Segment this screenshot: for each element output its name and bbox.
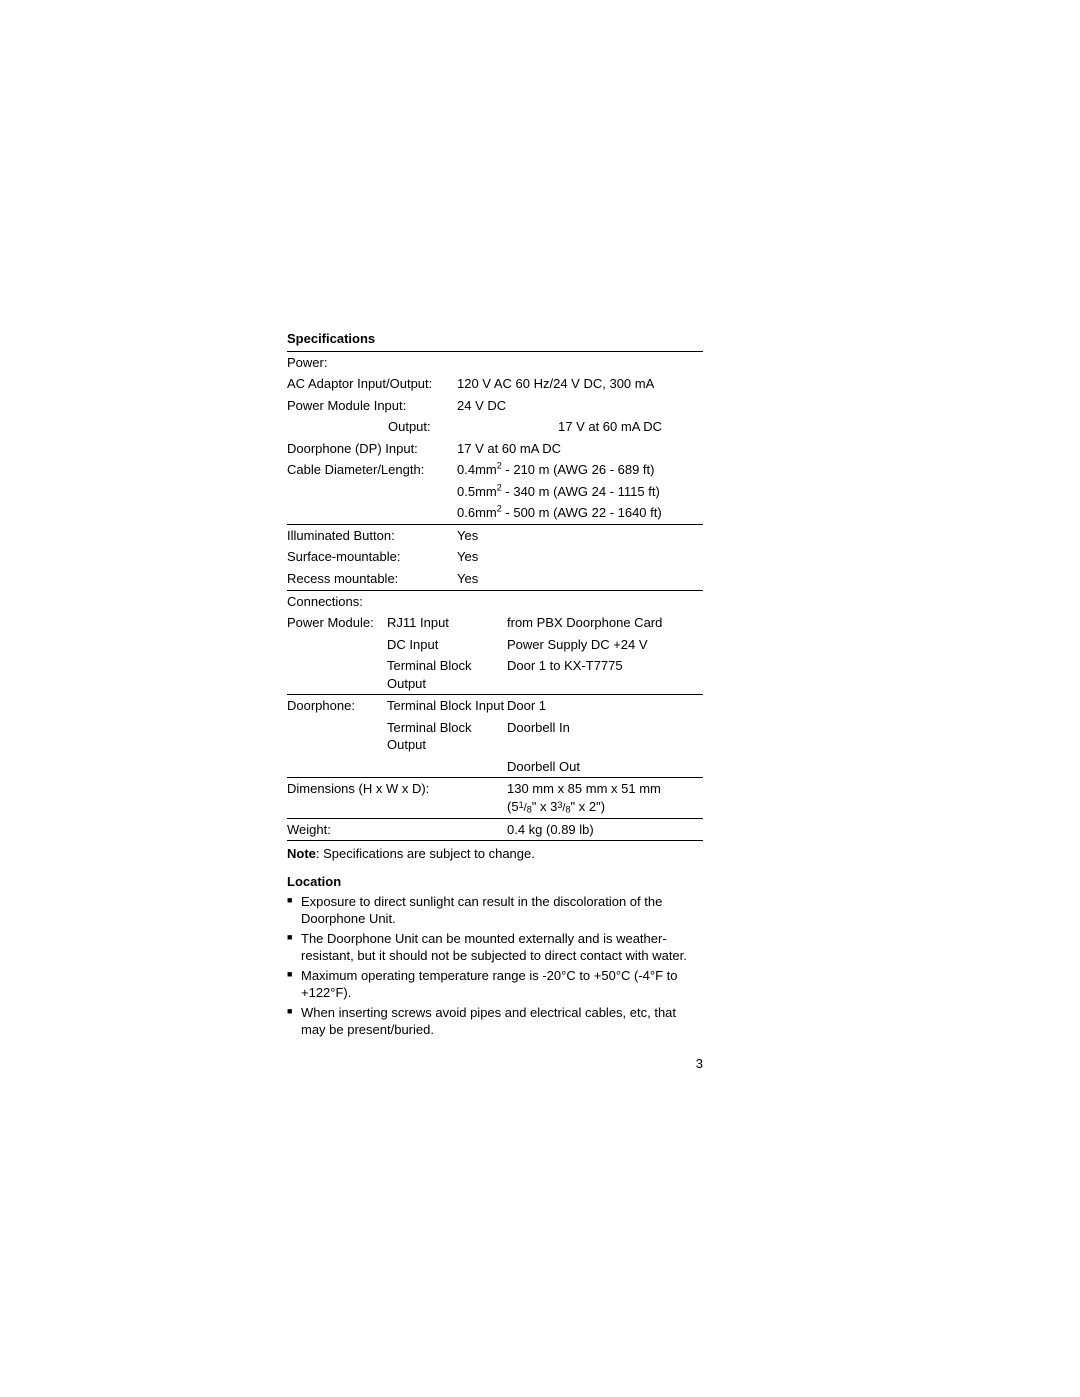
fraction: 3/8: [557, 799, 570, 814]
spec-row: Connections:: [287, 591, 703, 613]
spec-row: Weight: 0.4 kg (0.89 lb): [287, 819, 703, 841]
spec-label: Surface-mountable:: [287, 548, 457, 566]
spec-row: Doorbell Out: [287, 756, 703, 778]
cable-post: - 500 m (AWG 22 - 1640 ft): [502, 505, 662, 520]
spec-label: Doorphone (DP) Input:: [287, 440, 457, 458]
spec-value: 17 V at 60 mA DC: [558, 418, 703, 436]
spec-label: Illuminated Button:: [287, 527, 457, 545]
spec-label: AC Adaptor Input/Output:: [287, 375, 457, 393]
spec-label: [287, 504, 457, 522]
list-item: The Doorphone Unit can be mounted extern…: [287, 930, 703, 965]
note-text: : Specifications are subject to change.: [316, 846, 535, 861]
note: Note: Specifications are subject to chan…: [287, 845, 703, 863]
list-item: Maximum operating temperature range is -…: [287, 967, 703, 1002]
cable-pre: 0.5mm: [457, 484, 497, 499]
spec-row: Illuminated Button: Yes: [287, 525, 703, 547]
spec-row: Surface-mountable: Yes: [287, 546, 703, 568]
spec-row: Power Module Input: 24 V DC: [287, 395, 703, 417]
list-item: When inserting screws avoid pipes and el…: [287, 1004, 703, 1039]
spec-value: 17 V at 60 mA DC: [457, 440, 703, 458]
spec-label: Recess mountable:: [287, 570, 457, 588]
spec-row: Doorphone: Terminal Block Input Door 1: [287, 695, 703, 717]
spec-value: 0.5mm2 - 340 m (AWG 24 - 1115 ft): [457, 483, 703, 501]
spec-row: AC Adaptor Input/Output: 120 V AC 60 Hz/…: [287, 373, 703, 395]
spec-row: DC Input Power Supply DC +24 V: [287, 634, 703, 656]
spec-value: Power Supply DC +24 V: [507, 636, 703, 654]
spec-sub: RJ11 Input: [387, 614, 507, 632]
spec-label: Doorphone:: [287, 697, 387, 715]
spec-value: Door 1: [507, 697, 703, 715]
spec-row: Power Module: RJ11 Input from PBX Doorph…: [287, 612, 703, 634]
spec-sub: [387, 758, 507, 776]
spec-label: Power Module Input:: [287, 397, 457, 415]
spec-sub: Terminal Block Input: [387, 697, 507, 715]
spec-label: Connections:: [287, 593, 457, 611]
spec-value: Yes: [457, 527, 703, 545]
dim-line1: 130 mm x 85 mm x 51 mm: [507, 781, 661, 796]
location-list: Exposure to direct sunlight can result i…: [287, 893, 703, 1039]
spec-label: Weight:: [287, 821, 507, 839]
spec-row: Dimensions (H x W x D): 130 mm x 85 mm x…: [287, 778, 703, 817]
cable-post: - 210 m (AWG 26 - 689 ft): [502, 462, 655, 477]
spec-value: 0.4mm2 - 210 m (AWG 26 - 689 ft): [457, 461, 703, 479]
spec-value: Door 1 to KX-T7775: [507, 657, 703, 692]
spec-row: Output: 17 V at 60 mA DC: [287, 416, 703, 438]
spec-label: Output:: [287, 418, 558, 436]
spec-label: Cable Diameter/Length:: [287, 461, 457, 479]
specifications-heading: Specifications: [287, 330, 703, 348]
spec-label: [287, 758, 387, 776]
spec-sub: Terminal Block Output: [387, 719, 507, 754]
spec-value: from PBX Doorphone Card: [507, 614, 703, 632]
note-bold: Note: [287, 846, 316, 861]
fraction: 1/8: [519, 799, 532, 814]
spec-value: 120 V AC 60 Hz/24 V DC, 300 mA: [457, 375, 703, 393]
spec-value: 130 mm x 85 mm x 51 mm (51/8" x 33/8" x …: [507, 780, 703, 815]
spec-label: Power:: [287, 354, 457, 372]
location-heading: Location: [287, 873, 703, 891]
spec-value: Doorbell Out: [507, 758, 703, 776]
spec-row: Power:: [287, 352, 703, 374]
spec-page: Specifications Power: AC Adaptor Input/O…: [287, 330, 703, 1041]
spec-row: Cable Diameter/Length: 0.4mm2 - 210 m (A…: [287, 459, 703, 481]
spec-row: Recess mountable: Yes: [287, 568, 703, 590]
spec-label: [287, 719, 387, 754]
spec-row: Doorphone (DP) Input: 17 V at 60 mA DC: [287, 438, 703, 460]
spec-value: Yes: [457, 570, 703, 588]
spec-sub: Terminal Block Output: [387, 657, 507, 692]
spec-value: 24 V DC: [457, 397, 703, 415]
spec-row: 0.5mm2 - 340 m (AWG 24 - 1115 ft): [287, 481, 703, 503]
spec-row: 0.6mm2 - 500 m (AWG 22 - 1640 ft): [287, 502, 703, 524]
spec-value: Yes: [457, 548, 703, 566]
spec-label: [287, 483, 457, 501]
cable-post: - 340 m (AWG 24 - 1115 ft): [502, 484, 660, 499]
cable-pre: 0.4mm: [457, 462, 497, 477]
page-number: 3: [696, 1055, 703, 1073]
spec-label: [287, 636, 387, 654]
dim-line2: (51/8" x 33/8" x 2"): [507, 799, 605, 814]
spec-label: Power Module:: [287, 614, 387, 632]
spec-value: 0.4 kg (0.89 lb): [507, 821, 703, 839]
spec-sub: DC Input: [387, 636, 507, 654]
cable-pre: 0.6mm: [457, 505, 497, 520]
rule: [287, 840, 703, 841]
spec-label: Dimensions (H x W x D):: [287, 780, 507, 815]
spec-row: Terminal Block Output Doorbell In: [287, 717, 703, 756]
spec-row: Terminal Block Output Door 1 to KX-T7775: [287, 655, 703, 694]
spec-value: [457, 354, 703, 372]
spec-value: Doorbell In: [507, 719, 703, 754]
list-item: Exposure to direct sunlight can result i…: [287, 893, 703, 928]
spec-value: 0.6mm2 - 500 m (AWG 22 - 1640 ft): [457, 504, 703, 522]
spec-label: [287, 657, 387, 692]
